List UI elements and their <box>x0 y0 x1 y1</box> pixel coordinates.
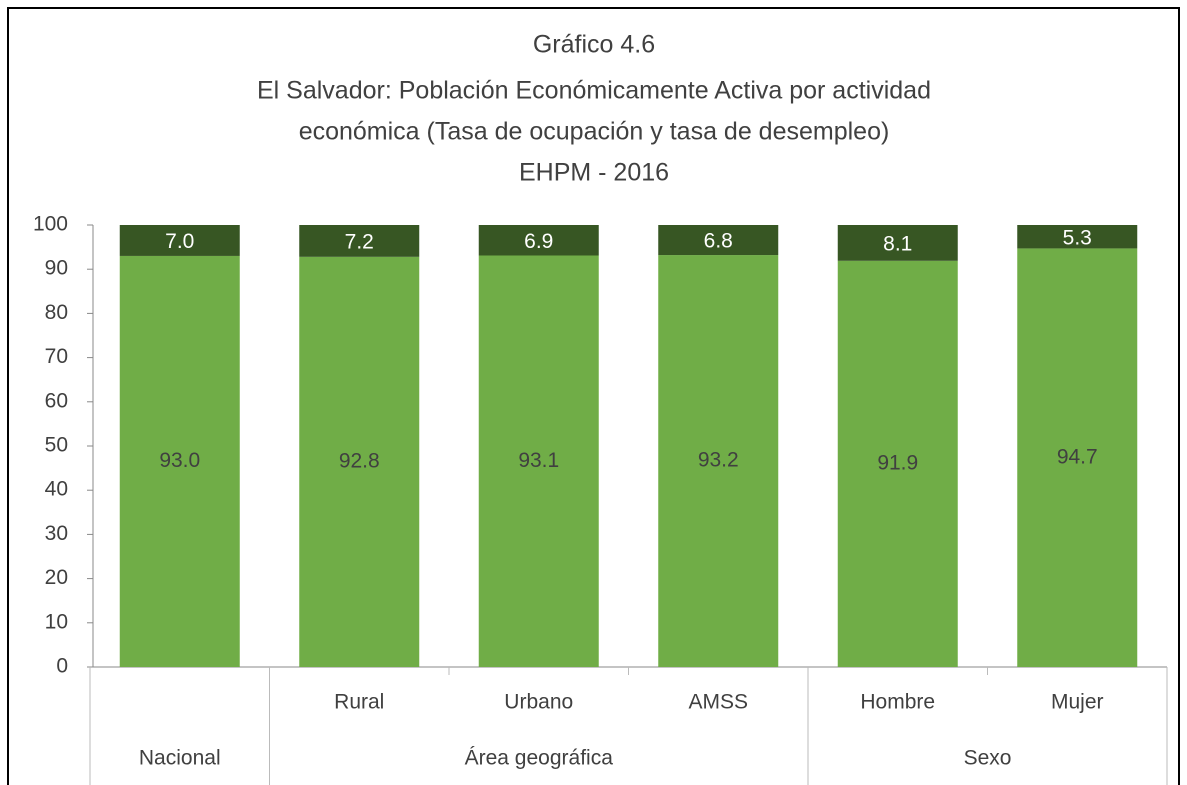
chart-border <box>7 7 1180 785</box>
bar-segment <box>837 225 958 261</box>
x-tick-label: Rural <box>334 691 384 714</box>
y-tick-label: 30 <box>45 522 68 545</box>
bar-segment <box>1017 225 1138 249</box>
chart-title: Gráfico 4.6 <box>533 31 655 59</box>
bar-segment <box>658 225 779 256</box>
y-tick-label: 0 <box>56 655 68 678</box>
data-label: 92.8 <box>339 449 380 472</box>
y-tick-label: 40 <box>45 478 68 501</box>
data-label: 6.9 <box>524 230 553 253</box>
data-label: 91.9 <box>877 451 918 474</box>
bar-segment <box>658 255 779 667</box>
y-tick-label: 60 <box>45 389 68 412</box>
x-tick-label: Mujer <box>1051 691 1104 714</box>
data-label: 93.1 <box>518 449 559 472</box>
data-label: 5.3 <box>1063 226 1092 249</box>
bar-segment <box>478 255 599 668</box>
x-tick-label: Urbano <box>504 691 573 714</box>
data-label: 93.0 <box>159 449 200 472</box>
bar-segment <box>299 225 420 257</box>
y-tick-label: 10 <box>45 610 68 633</box>
bar-segment <box>119 225 240 256</box>
data-label: 7.2 <box>345 230 374 253</box>
bar-segment <box>1017 248 1138 667</box>
bar-segment <box>299 256 420 667</box>
bar-segment <box>837 260 958 667</box>
y-tick-label: 100 <box>33 213 68 236</box>
x-tick-label: AMSS <box>688 691 748 714</box>
bar-segment <box>478 225 599 256</box>
group-label: Nacional <box>139 747 221 770</box>
data-label: 94.7 <box>1057 445 1098 468</box>
data-label: 7.0 <box>165 230 194 253</box>
x-tick-label: Hombre <box>860 691 935 714</box>
chart-title: EHPM - 2016 <box>519 159 669 187</box>
y-tick-label: 20 <box>45 566 68 589</box>
data-label: 93.2 <box>698 449 739 472</box>
data-label: 8.1 <box>883 232 912 255</box>
bar-segment <box>119 255 240 667</box>
y-tick-label: 90 <box>45 257 68 280</box>
y-tick-label: 50 <box>45 434 68 457</box>
y-tick-label: 70 <box>45 345 68 368</box>
chart-title: El Salvador: Población Económicamente Ac… <box>257 77 931 105</box>
chart-title: económica (Tasa de ocupación y tasa de d… <box>299 118 890 146</box>
data-label: 6.8 <box>704 230 733 253</box>
group-label: Sexo <box>964 747 1012 770</box>
y-tick-label: 80 <box>45 301 68 324</box>
group-label: Área geográfica <box>465 747 614 770</box>
